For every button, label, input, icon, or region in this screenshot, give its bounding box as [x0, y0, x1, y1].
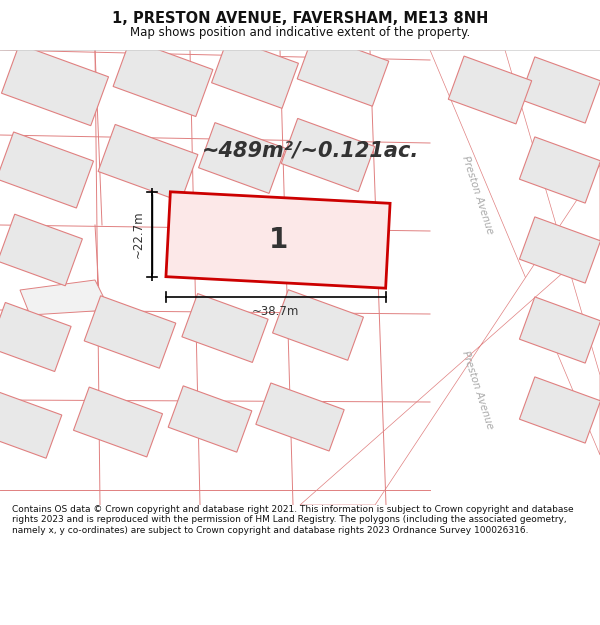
Polygon shape [520, 297, 600, 363]
Polygon shape [199, 122, 286, 193]
Polygon shape [300, 165, 600, 505]
Text: ~22.7m: ~22.7m [131, 211, 145, 258]
Polygon shape [0, 132, 94, 208]
Text: Map shows position and indicative extent of the property.: Map shows position and indicative extent… [130, 26, 470, 39]
Polygon shape [166, 192, 390, 288]
Polygon shape [0, 302, 71, 371]
Polygon shape [0, 214, 82, 286]
Polygon shape [1, 44, 109, 126]
Polygon shape [256, 383, 344, 451]
Polygon shape [520, 377, 600, 443]
Polygon shape [0, 166, 400, 222]
Polygon shape [73, 387, 163, 457]
Polygon shape [20, 280, 110, 315]
Polygon shape [113, 39, 213, 116]
Text: Contains OS data © Crown copyright and database right 2021. This information is : Contains OS data © Crown copyright and d… [12, 505, 574, 535]
Polygon shape [0, 352, 400, 408]
Polygon shape [84, 296, 176, 368]
Polygon shape [430, 50, 600, 455]
Polygon shape [297, 34, 389, 106]
Polygon shape [0, 259, 400, 315]
Polygon shape [168, 386, 252, 452]
Polygon shape [98, 124, 198, 201]
Text: ~489m²/~0.121ac.: ~489m²/~0.121ac. [202, 140, 419, 160]
Polygon shape [272, 290, 364, 360]
Text: ~38.7m: ~38.7m [252, 304, 299, 318]
Text: Preston Avenue: Preston Avenue [461, 349, 496, 431]
Polygon shape [520, 57, 600, 123]
Polygon shape [0, 392, 62, 458]
Text: 1: 1 [268, 226, 287, 254]
Polygon shape [212, 38, 298, 108]
Polygon shape [520, 137, 600, 203]
Polygon shape [448, 56, 532, 124]
Text: 1, PRESTON AVENUE, FAVERSHAM, ME13 8NH: 1, PRESTON AVENUE, FAVERSHAM, ME13 8NH [112, 11, 488, 26]
Polygon shape [182, 294, 268, 362]
Text: Preston Avenue: Preston Avenue [461, 154, 496, 236]
Polygon shape [520, 217, 600, 283]
Polygon shape [0, 73, 400, 129]
Polygon shape [281, 118, 375, 192]
